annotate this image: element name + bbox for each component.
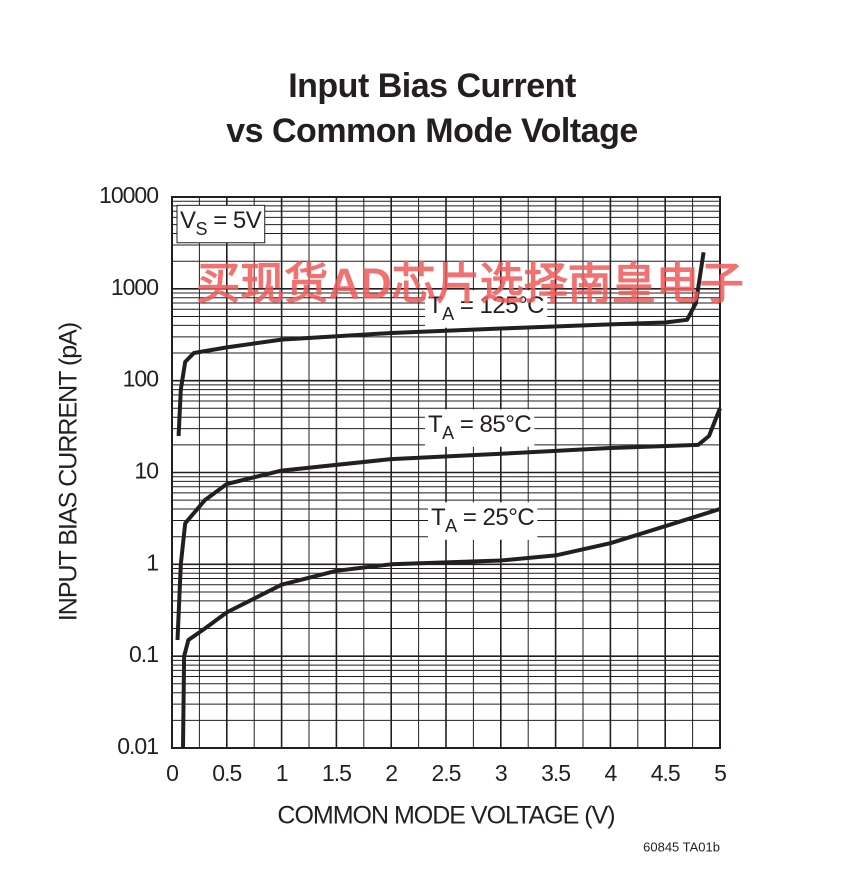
annotation-box	[425, 409, 535, 447]
annotation-box	[428, 502, 538, 540]
y-tick-label: 0.1	[129, 641, 158, 667]
y-tick-label: 10000	[99, 182, 158, 208]
annotation-text: TA = 85°C	[428, 411, 531, 442]
annotation: TA = 85°C	[425, 409, 535, 447]
y-tick-label: 1	[146, 549, 158, 575]
chart-title: vs Common Mode Voltage	[226, 112, 638, 150]
annotation-box	[425, 290, 548, 328]
watermark: 买现货AD芯片选择南皇电子	[196, 260, 744, 309]
x-tick-label: 1.5	[322, 760, 351, 786]
x-tick-label: 2	[385, 760, 397, 786]
x-tick-label: 2.5	[432, 760, 461, 786]
x-tick-label: 5	[714, 760, 726, 786]
annotation-main: V	[180, 207, 196, 234]
x-axis-label: COMMON MODE VOLTAGE (V)	[277, 802, 614, 830]
annotation-main: T	[428, 411, 443, 438]
annotation-text: VS = 5V	[180, 207, 262, 238]
annotation: TA = 25°C	[428, 502, 538, 540]
x-tick-label: 4	[605, 760, 618, 786]
plot-frame	[171, 196, 721, 749]
annotation-text: TA = 125°C	[428, 292, 544, 323]
annotation-sub: A	[442, 304, 454, 324]
annotation-tail: = 85°C	[454, 411, 532, 438]
x-tick-label: 3	[495, 760, 507, 786]
annotation: TA = 125°C	[425, 290, 548, 328]
x-tick-label: 3.5	[541, 760, 570, 786]
annotation-sub: S	[196, 219, 208, 239]
y-tick-label: 10	[134, 458, 158, 484]
annotation-sub: A	[442, 423, 454, 443]
series-line	[181, 507, 721, 749]
annotation: VS = 5V	[176, 204, 266, 244]
x-tick-label: 1	[276, 760, 288, 786]
y-tick-label: 0.01	[117, 733, 158, 759]
y-tick-label: 1000	[111, 274, 158, 300]
annotation-main: T	[428, 292, 443, 319]
x-tick-label: 0.5	[212, 760, 241, 786]
x-tick-label: 4.5	[651, 760, 680, 786]
annotation-tail: = 25°C	[457, 504, 535, 531]
annotation-sub: A	[445, 516, 457, 536]
annotation-text: TA = 25°C	[431, 504, 534, 535]
series-line	[175, 407, 722, 641]
x-tick-label: 0	[166, 760, 178, 786]
chart-title: Input Bias Current	[288, 67, 576, 105]
figure-code: 60845 TA01b	[643, 839, 720, 854]
annotation-main: T	[431, 504, 446, 531]
annotation-tail: = 5V	[207, 207, 262, 234]
annotation-box	[176, 204, 266, 244]
y-tick-label: 100	[123, 366, 159, 392]
annotation-tail: = 125°C	[454, 292, 544, 319]
series-line	[176, 252, 706, 437]
y-axis-label: INPUT BIAS CURRENT (pA)	[55, 323, 83, 621]
